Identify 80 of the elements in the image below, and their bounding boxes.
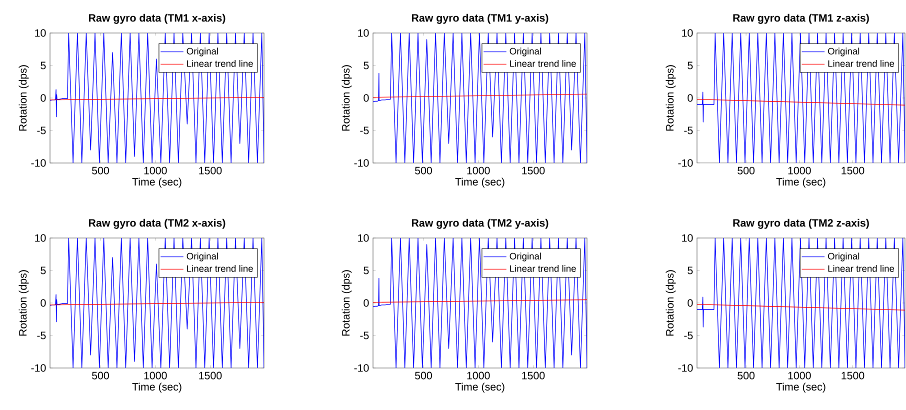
x-axis-title: Time (sec) <box>455 178 504 188</box>
x-tick-label: 1000 <box>788 166 811 174</box>
y-tick-label: -5 <box>37 332 46 340</box>
y-tick-label: -10 <box>31 364 46 372</box>
y-tick-label: -5 <box>684 332 693 340</box>
y-tick-label: -5 <box>360 332 369 340</box>
x-tick-label: 1500 <box>842 372 864 380</box>
x-axis-title: Time (sec) <box>776 178 826 188</box>
chart-title: Raw gyro data (TM1 z-axis) <box>733 14 869 24</box>
x-tick-label: 1500 <box>522 372 545 380</box>
legend-label: Linear trend line <box>187 265 253 272</box>
y-tick-label: 0 <box>40 94 46 102</box>
y-tick-label: 5 <box>364 266 369 274</box>
y-tick-label: 0 <box>688 94 693 102</box>
legend-label: Original <box>186 48 218 56</box>
y-axis-title: Rotation (dps) <box>18 270 29 336</box>
x-tick-label: 1500 <box>522 166 545 174</box>
x-axis-title: Time (sec) <box>132 382 182 393</box>
y-tick-label: -10 <box>31 159 46 167</box>
y-tick-label: -10 <box>678 159 693 167</box>
y-tick-label: 0 <box>688 299 693 307</box>
legend-label: Linear trend line <box>510 265 576 272</box>
legend-label: Original <box>510 252 541 262</box>
x-tick-label: 500 <box>738 372 755 380</box>
y-axis-title: Rotation (dps) <box>342 270 352 336</box>
legend-label: Linear trend line <box>828 60 894 67</box>
chart-title: Raw gyro data (TM2 z-axis) <box>733 218 869 229</box>
x-tick-label: 1500 <box>199 372 222 380</box>
legend-label: Linear trend line <box>187 60 253 67</box>
x-tick-label: 500 <box>738 166 755 174</box>
y-axis-title: Rotation (dps) <box>342 65 352 131</box>
y-tick-label: -5 <box>684 126 693 134</box>
x-axis-title: Time (sec) <box>455 382 504 393</box>
legend-label: Original <box>510 48 541 56</box>
y-tick-label: -10 <box>678 364 693 372</box>
chart-title: Raw gyro data (TM1 y-axis) <box>412 14 548 24</box>
y-tick-label: -5 <box>360 126 369 134</box>
y-tick-label: 5 <box>688 62 693 70</box>
y-tick-label: 10 <box>682 29 693 37</box>
x-tick-label: 1000 <box>144 372 167 380</box>
x-tick-label: 1000 <box>467 372 490 380</box>
x-tick-label: 500 <box>92 166 109 174</box>
y-tick-label: 5 <box>40 62 46 70</box>
line-series <box>373 32 587 163</box>
x-tick-label: 1000 <box>788 372 811 380</box>
x-tick-label: 1500 <box>842 166 864 174</box>
y-tick-label: 0 <box>40 299 46 307</box>
y-tick-label: 10 <box>358 29 369 37</box>
x-tick-label: 500 <box>415 166 432 174</box>
y-tick-label: -10 <box>354 159 369 167</box>
chart-title: Raw gyro data (TM1 x-axis) <box>88 14 226 24</box>
chart-title: Raw gyro data (TM2 x-axis) <box>88 218 226 229</box>
y-tick-label: 5 <box>364 62 369 70</box>
y-tick-label: -5 <box>37 126 46 134</box>
legend-label: Linear trend line <box>828 265 894 272</box>
y-tick-label: 10 <box>682 234 693 242</box>
y-tick-label: 5 <box>40 266 46 274</box>
line-series <box>373 238 587 368</box>
x-tick-label: 1000 <box>144 166 167 174</box>
y-tick-label: 5 <box>688 266 693 274</box>
legend-label: Linear trend line <box>510 60 576 67</box>
y-axis-title: Rotation (dps) <box>666 65 676 131</box>
legend-label: Original <box>186 252 218 262</box>
legend-label: Original <box>828 252 860 262</box>
chart-title: Raw gyro data (TM2 y-axis) <box>412 218 548 229</box>
y-tick-label: -10 <box>354 364 369 372</box>
y-tick-label: 0 <box>364 94 369 102</box>
x-tick-label: 1500 <box>199 166 222 174</box>
x-axis-title: Time (sec) <box>776 382 826 393</box>
legend-label: Original <box>828 48 860 56</box>
y-tick-label: 0 <box>364 299 369 307</box>
x-tick-label: 500 <box>415 372 432 380</box>
x-axis-title: Time (sec) <box>132 178 182 188</box>
y-axis-title: Rotation (dps) <box>18 65 29 131</box>
y-tick-label: 10 <box>35 234 46 242</box>
y-tick-label: 10 <box>358 234 369 242</box>
y-tick-label: 10 <box>35 29 46 37</box>
y-axis-title: Rotation (dps) <box>666 270 676 336</box>
x-tick-label: 1000 <box>467 166 490 174</box>
x-tick-label: 500 <box>92 372 109 380</box>
